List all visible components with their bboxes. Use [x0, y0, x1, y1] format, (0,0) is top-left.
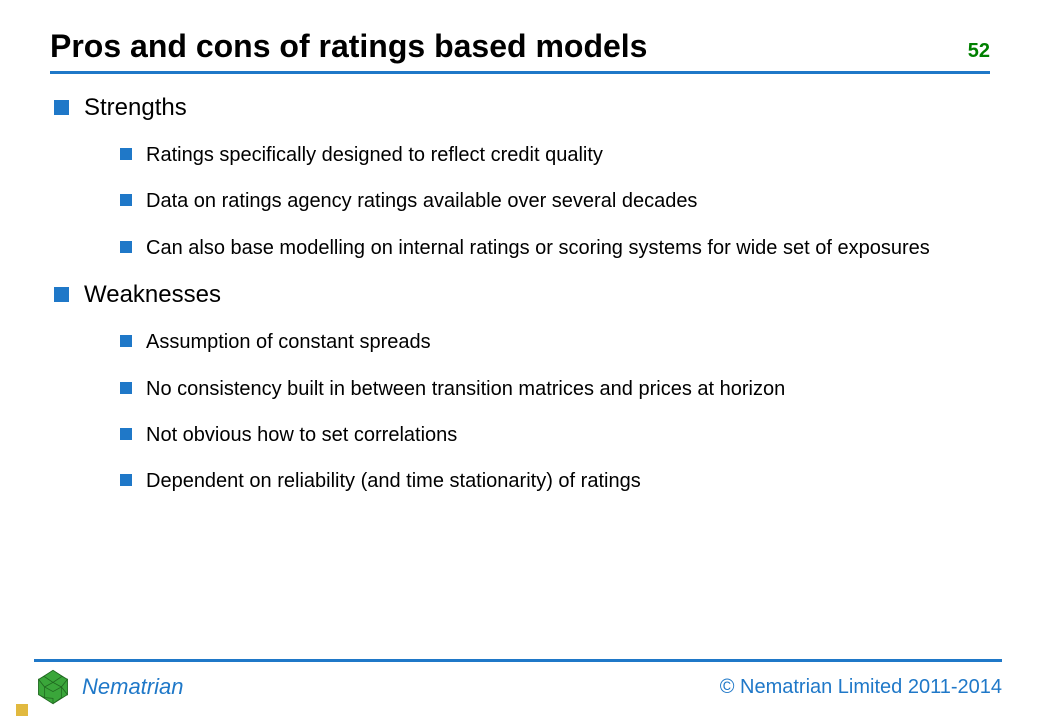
slide-body: Strengths Ratings specifically designed … — [50, 74, 990, 495]
slide-title: Pros and cons of ratings based models — [50, 28, 647, 65]
logo-icon — [34, 668, 72, 706]
slide-number: 52 — [968, 40, 990, 63]
bullet-list-level2: Ratings specifically designed to reflect… — [84, 142, 990, 261]
slide-header: Pros and cons of ratings based models 52 — [50, 28, 990, 71]
corner-marker-icon — [16, 704, 28, 716]
slide-footer: Nematrian © Nematrian Limited 2011-2014 — [0, 659, 1040, 706]
list-item: Data on ratings agency ratings available… — [84, 188, 990, 214]
footer-rule — [34, 659, 1002, 662]
section-strengths: Strengths Ratings specifically designed … — [50, 94, 990, 261]
section-weaknesses: Weaknesses Assumption of constant spread… — [50, 281, 990, 495]
brand-name: Nematrian — [82, 674, 183, 700]
list-item: Can also base modelling on internal rati… — [84, 235, 990, 261]
bullet-list-level2: Assumption of constant spreads No consis… — [84, 329, 990, 495]
slide: Pros and cons of ratings based models 52… — [0, 0, 1040, 720]
section-heading: Weaknesses — [84, 281, 221, 308]
copyright-text: © Nematrian Limited 2011-2014 — [720, 676, 1002, 699]
list-item: Not obvious how to set correlations — [84, 422, 990, 448]
bullet-list-level1: Strengths Ratings specifically designed … — [50, 94, 990, 495]
list-item: Ratings specifically designed to reflect… — [84, 142, 990, 168]
list-item: Assumption of constant spreads — [84, 329, 990, 355]
brand: Nematrian — [34, 668, 183, 706]
list-item: Dependent on reliability (and time stati… — [84, 468, 990, 494]
list-item: No consistency built in between transiti… — [84, 376, 990, 402]
section-heading: Strengths — [84, 94, 187, 121]
footer-row: Nematrian © Nematrian Limited 2011-2014 — [34, 668, 1002, 706]
